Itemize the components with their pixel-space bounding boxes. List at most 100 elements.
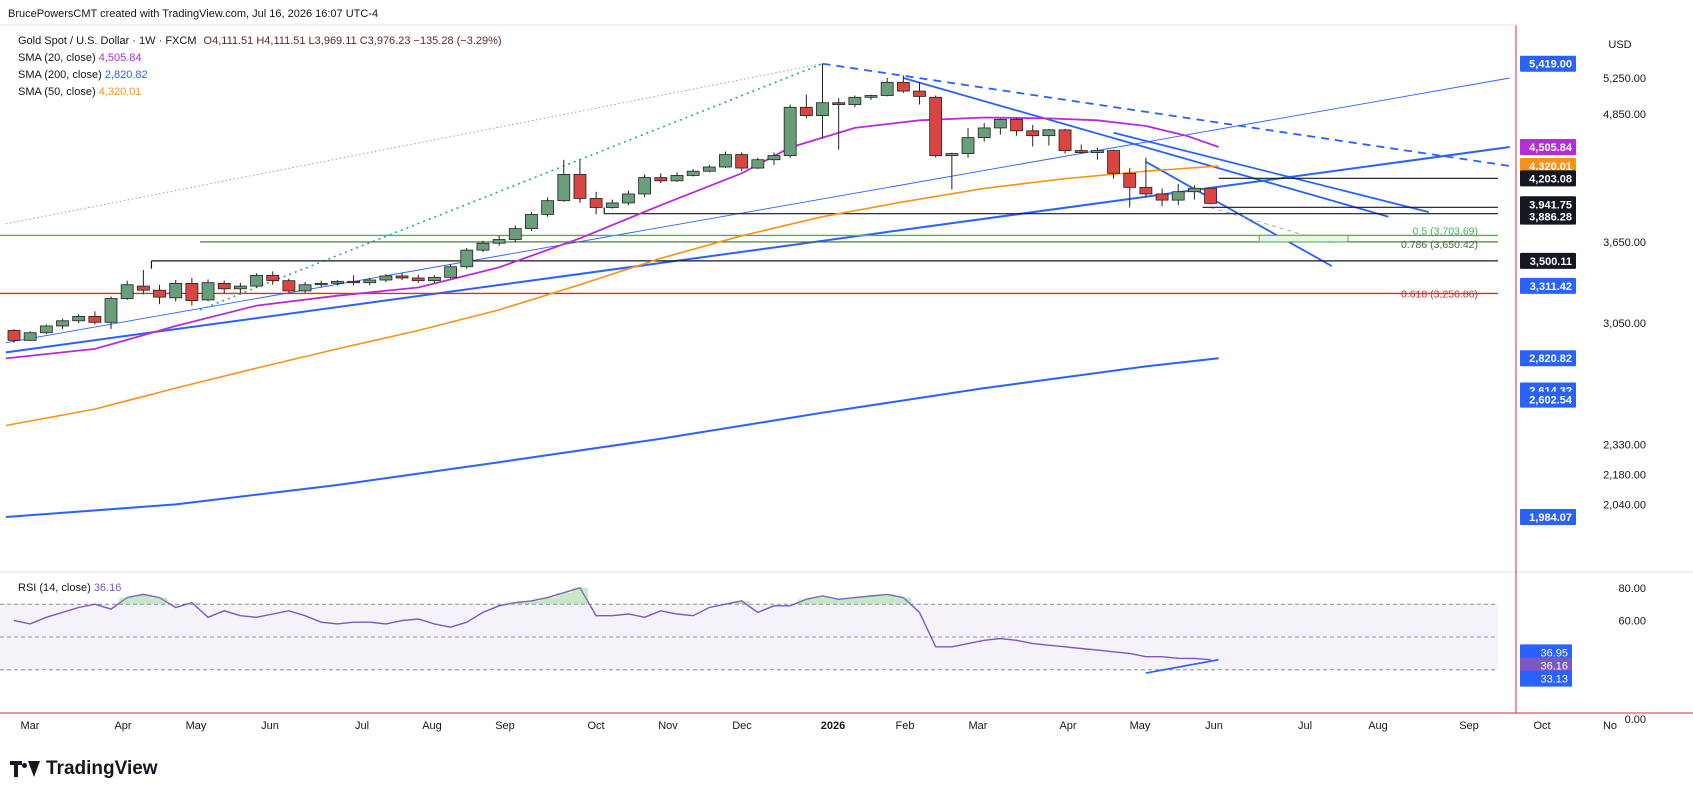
candle-down [799, 106, 813, 117]
candle-down [136, 285, 150, 291]
price-label-bg-2 [1520, 157, 1576, 174]
legend-sma50[interactable]: SMA (50, close) 4,320.01 [18, 86, 142, 98]
rsi-tick-0: 80.00 [1618, 583, 1646, 595]
time-tick-12: Mar [969, 720, 988, 732]
time-tick-10: 2026 [821, 720, 845, 732]
candle-up [605, 202, 619, 208]
time-tick-4: Jul [355, 720, 369, 732]
candle-up [557, 173, 571, 202]
legend-sma20[interactable]: SMA (20, close) 4,505.84 [18, 52, 142, 64]
legend-sma200[interactable]: SMA (200, close) 2,820.82 [18, 69, 148, 81]
candle-up [945, 153, 959, 157]
price-label-10: 2,602.54 [1529, 395, 1573, 407]
candle-down [153, 289, 166, 298]
candle-up [363, 279, 377, 284]
candle-up [961, 137, 975, 154]
candle-up [120, 284, 134, 299]
candle-up [314, 282, 328, 286]
sma200-value: 2,820.82 [104, 69, 148, 81]
price-label-6: 3,500.11 [1530, 256, 1572, 268]
price-label-2: 4,320.01 [1529, 161, 1572, 173]
candle-down [832, 102, 846, 105]
candle-down [589, 198, 603, 208]
time-tick-1: Apr [114, 720, 131, 732]
candle-down [1204, 187, 1217, 204]
candle-down [88, 315, 102, 323]
price-label-bg-1 [1520, 138, 1576, 155]
time-tick-20: No [1603, 720, 1617, 732]
rsi-marker-bg-2 [1520, 670, 1572, 687]
candle-up [670, 175, 684, 182]
candle-up [638, 177, 652, 195]
price-tick-3: 3,050.00 [1603, 318, 1646, 330]
candle-up [201, 282, 215, 301]
price-label-8: 2,820.82 [1529, 353, 1572, 365]
candle-up [1188, 187, 1201, 193]
time-tick-5: Aug [422, 720, 442, 732]
candle-up [233, 285, 247, 290]
price-label-bg-7 [1520, 277, 1576, 294]
channel-upper [903, 77, 1389, 218]
candle-up [250, 274, 263, 287]
candle-down [929, 96, 943, 157]
candle-up [541, 200, 555, 215]
time-tick-17: Aug [1368, 720, 1388, 732]
candle-up [816, 102, 829, 117]
candle-up [104, 298, 118, 323]
candle-down [266, 274, 280, 282]
time-tick-16: Jul [1298, 720, 1312, 732]
candle-up [476, 242, 490, 251]
candle-down [896, 81, 910, 92]
lower-trendline-thick [5, 146, 1510, 354]
time-tick-9: Dec [732, 720, 752, 732]
time-tick-18: Sep [1459, 720, 1479, 732]
grey-dotted-fan [5, 63, 823, 225]
ohlc-values: O4,111.51 H4,111.51 L3,969.11 C3,976.23 … [203, 35, 502, 47]
sma200-label: SMA (200, close) [18, 69, 102, 81]
candle-up [751, 159, 765, 169]
candle-up [864, 95, 878, 98]
tradingview-logo[interactable]: TradingView [10, 758, 158, 780]
rsi-line [13, 586, 1211, 661]
candle-down [411, 277, 425, 282]
sma20-line [5, 116, 1219, 360]
sma200-line [5, 357, 1219, 518]
price-label-7: 3,311.42 [1530, 281, 1572, 293]
rsi-label: RSI (14, close) [18, 582, 91, 594]
price-label-bg-6 [1520, 252, 1576, 269]
candle-down [1139, 186, 1153, 195]
candle-down [1074, 150, 1088, 153]
rsi-tick-2: 0.00 [1625, 714, 1646, 726]
candle-up [72, 315, 86, 322]
candle-up [783, 106, 797, 157]
currency-label: USD [1608, 39, 1631, 51]
candle-up [379, 275, 393, 281]
chart-credit: BrucePowersCMT created with TradingView.… [8, 8, 379, 20]
time-tick-13: Apr [1059, 720, 1076, 732]
candle-down [735, 154, 749, 169]
candle-down [347, 280, 360, 284]
rsi-trendline [1145, 658, 1219, 674]
candle-up [686, 170, 700, 176]
time-tick-11: Feb [896, 720, 915, 732]
legend-symbol[interactable]: Gold Spot / U.S. Dollar · 1W · FXCM O4,1… [18, 35, 502, 47]
candle-down [1010, 118, 1023, 132]
candle-up [880, 81, 894, 96]
time-tick-2: May [186, 720, 207, 732]
upper-trendline-thin [5, 77, 1510, 344]
time-tick-14: May [1130, 720, 1151, 732]
candle-up [525, 214, 538, 229]
candle-up [702, 166, 716, 172]
candle-up [848, 96, 862, 105]
fib-zone-box [1258, 234, 1349, 243]
price-label-0: 5,419.00 [1529, 59, 1572, 71]
sma20-label: SMA (20, close) [18, 52, 96, 64]
price-label-bg-8 [1520, 350, 1576, 367]
candle-down [654, 177, 668, 182]
time-tick-3: Jun [261, 720, 279, 732]
candle-down [282, 280, 296, 292]
legend-rsi[interactable]: RSI (14, close) 36.16 [18, 582, 121, 594]
sma50-line [5, 165, 1219, 427]
candle-up [460, 249, 474, 268]
